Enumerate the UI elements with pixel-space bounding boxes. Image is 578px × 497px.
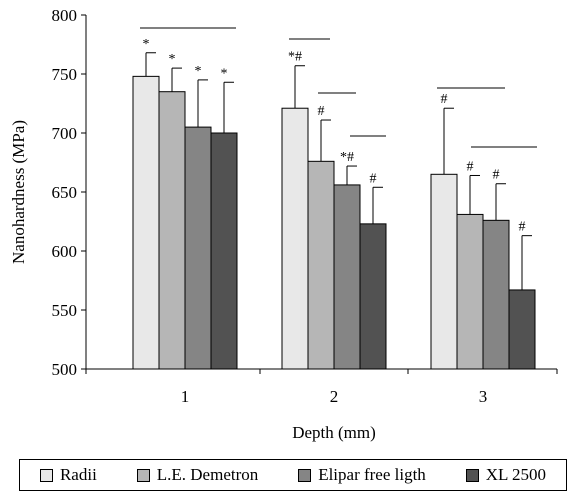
x-tick-label: 2 xyxy=(330,387,339,406)
significance-marker: * xyxy=(221,66,228,81)
y-tick-label: 650 xyxy=(52,183,78,202)
x-tick-label: 1 xyxy=(181,387,190,406)
error-bars-group xyxy=(145,52,532,290)
bar xyxy=(508,289,536,370)
legend-swatch xyxy=(465,468,479,482)
legend-label: Radii xyxy=(59,465,97,484)
significance-marker: * xyxy=(143,37,150,52)
bar xyxy=(430,173,458,370)
y-tick-label: 750 xyxy=(52,65,78,84)
y-axis-ticks: 500 550 600 650 700 750 800 xyxy=(52,6,86,379)
legend-item: Elipar free ligth xyxy=(298,465,426,485)
bar xyxy=(158,91,186,370)
y-tick-label: 600 xyxy=(52,242,78,261)
y-tick-label: 500 xyxy=(52,360,78,379)
y-tick-label: 700 xyxy=(52,124,78,143)
significance-marker: # xyxy=(318,104,325,119)
bar xyxy=(210,132,238,370)
legend-label: Elipar free ligth xyxy=(318,465,426,484)
legend-swatch xyxy=(298,468,312,482)
legend-label: L.E. Demetron xyxy=(156,465,259,484)
bar xyxy=(359,223,387,370)
bar xyxy=(482,219,510,370)
significance-marker: # xyxy=(493,168,500,183)
y-tick-label: 550 xyxy=(52,301,78,320)
legend-swatch xyxy=(39,468,53,482)
significance-marker: * xyxy=(195,64,202,79)
x-axis-label: Depth (mm) xyxy=(292,423,376,442)
bars-group xyxy=(132,75,536,370)
significance-marker: # xyxy=(370,171,377,186)
bar xyxy=(307,160,335,370)
legend-item: XL 2500 xyxy=(465,465,547,485)
significance-marker: # xyxy=(467,159,474,174)
significance-marker: *# xyxy=(340,150,354,165)
legend-item: L.E. Demetron xyxy=(136,465,259,485)
legend-swatch xyxy=(136,468,150,482)
y-tick-label: 800 xyxy=(52,6,78,25)
significance-marker: # xyxy=(441,92,448,107)
x-tick-label: 3 xyxy=(479,387,488,406)
significance-marker: *# xyxy=(288,50,302,65)
legend-item: Radii xyxy=(39,465,97,485)
bar xyxy=(281,107,309,370)
legend: Radii L.E. Demetron Elipar free ligth XL 25… xyxy=(19,459,567,491)
bar xyxy=(333,184,361,370)
bar xyxy=(132,75,160,370)
significance-marker: * xyxy=(169,52,176,67)
significance-annotations: **##*##**##*## xyxy=(143,37,526,235)
bar xyxy=(184,126,212,370)
bar xyxy=(456,213,484,370)
x-axis-ticks: 1 2 3 xyxy=(85,369,558,406)
y-axis-label: Nanohardness (MPa) xyxy=(9,120,28,264)
significance-marker: # xyxy=(519,220,526,235)
legend-label: XL 2500 xyxy=(485,465,547,484)
significance-brackets xyxy=(140,27,537,148)
